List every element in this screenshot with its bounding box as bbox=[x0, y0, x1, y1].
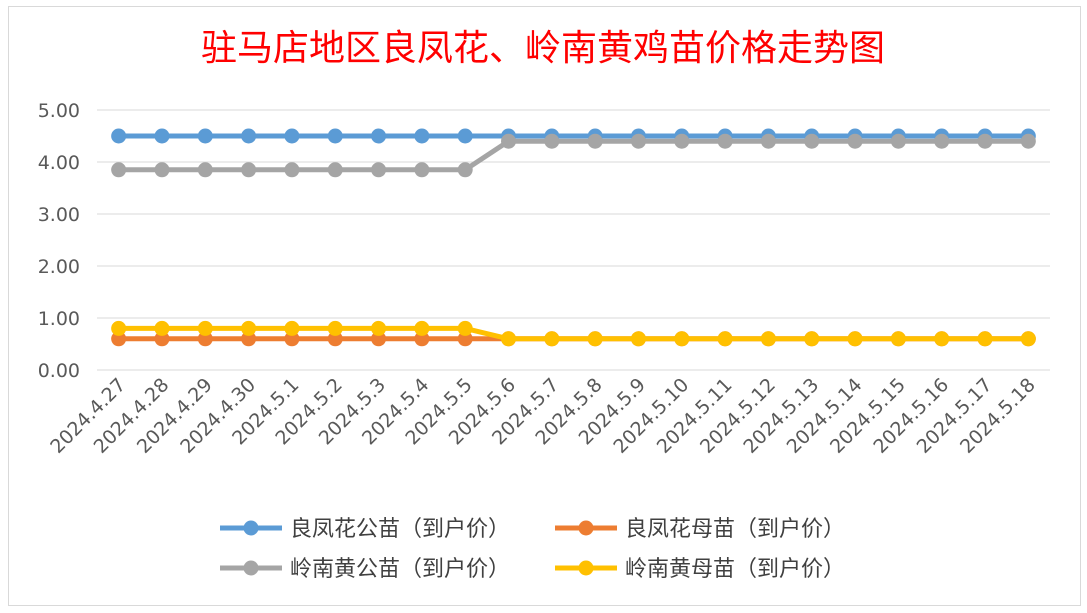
data-point bbox=[544, 331, 560, 347]
data-point bbox=[847, 331, 863, 347]
data-point bbox=[674, 331, 690, 347]
data-point bbox=[890, 331, 906, 347]
data-point bbox=[414, 320, 430, 336]
y-axis-labels: 0.00 1.00 2.00 3.00 4.00 5.00 bbox=[38, 100, 80, 382]
data-point bbox=[414, 162, 430, 178]
data-point bbox=[630, 331, 646, 347]
y-tick-label: 2.00 bbox=[38, 256, 80, 278]
data-point bbox=[457, 331, 473, 347]
gridlines bbox=[97, 109, 1050, 371]
data-point bbox=[197, 128, 213, 144]
data-point bbox=[934, 331, 950, 347]
data-point bbox=[717, 133, 733, 149]
legend-marker bbox=[243, 520, 259, 536]
legend-label: 岭南黄母苗（到户价） bbox=[625, 557, 845, 582]
y-tick-label: 0.00 bbox=[38, 360, 80, 382]
data-point bbox=[154, 162, 170, 178]
data-point bbox=[804, 133, 820, 149]
data-point bbox=[760, 331, 776, 347]
legend-label: 良凤花母苗（到户价） bbox=[625, 517, 845, 542]
data-point bbox=[414, 128, 430, 144]
data-point bbox=[544, 133, 560, 149]
legend-item: 岭南黄母苗（到户价） bbox=[555, 557, 845, 582]
data-point bbox=[327, 320, 343, 336]
data-point bbox=[284, 331, 300, 347]
legend: 良凤花公苗（到户价） 良凤花母苗（到户价） 岭南黄公苗（到户价） 岭南黄母苗（到户价） bbox=[220, 517, 845, 582]
series-1 bbox=[111, 128, 1036, 144]
data-point bbox=[284, 162, 300, 178]
data-point bbox=[197, 162, 213, 178]
data-point bbox=[241, 331, 257, 347]
data-point bbox=[587, 331, 603, 347]
series-layer bbox=[111, 128, 1036, 347]
legend-marker bbox=[243, 560, 259, 576]
data-point bbox=[587, 133, 603, 149]
data-point bbox=[977, 133, 993, 149]
legend-label: 良凤花公苗（到户价） bbox=[290, 517, 510, 542]
legend-item: 良凤花公苗（到户价） bbox=[220, 517, 510, 542]
data-point bbox=[457, 162, 473, 178]
chart-title: 驻马店地区良凤花、岭南黄鸡苗价格走势图 bbox=[201, 28, 885, 69]
data-point bbox=[414, 331, 430, 347]
data-point bbox=[197, 320, 213, 336]
data-point bbox=[760, 133, 776, 149]
series-line bbox=[118, 138, 1029, 173]
data-point bbox=[1020, 331, 1036, 347]
data-point bbox=[674, 133, 690, 149]
legend-label: 岭南黄公苗（到户价） bbox=[290, 557, 510, 582]
data-point bbox=[1020, 133, 1036, 149]
data-point bbox=[241, 128, 257, 144]
data-point bbox=[327, 128, 343, 144]
data-point bbox=[847, 133, 863, 149]
data-point bbox=[197, 331, 213, 347]
data-point bbox=[111, 320, 127, 336]
series-4 bbox=[111, 320, 1036, 347]
data-point bbox=[154, 128, 170, 144]
legend-marker bbox=[578, 560, 594, 576]
data-point bbox=[371, 162, 387, 178]
data-point bbox=[934, 133, 950, 149]
series-line bbox=[118, 325, 1029, 342]
legend-marker bbox=[578, 520, 594, 536]
data-point bbox=[284, 320, 300, 336]
data-point bbox=[371, 128, 387, 144]
data-point bbox=[241, 162, 257, 178]
data-point bbox=[371, 320, 387, 336]
y-tick-label: 3.00 bbox=[38, 204, 80, 226]
legend-item: 岭南黄公苗（到户价） bbox=[220, 557, 510, 582]
legend-item: 良凤花母苗（到户价） bbox=[555, 517, 845, 542]
data-point bbox=[284, 128, 300, 144]
series-3 bbox=[111, 133, 1036, 178]
data-point bbox=[890, 133, 906, 149]
data-point bbox=[804, 331, 820, 347]
data-point bbox=[154, 320, 170, 336]
data-point bbox=[154, 331, 170, 347]
data-point bbox=[111, 331, 127, 347]
data-point bbox=[501, 133, 517, 149]
data-point bbox=[630, 133, 646, 149]
data-point bbox=[111, 162, 127, 178]
y-tick-label: 5.00 bbox=[38, 100, 80, 122]
y-tick-label: 1.00 bbox=[38, 308, 80, 330]
data-point bbox=[111, 128, 127, 144]
data-point bbox=[717, 331, 733, 347]
data-point bbox=[457, 128, 473, 144]
data-point bbox=[457, 320, 473, 336]
x-axis-labels: 2024.4.272024.4.282024.4.292024.4.302024… bbox=[46, 374, 1040, 458]
data-point bbox=[371, 331, 387, 347]
data-point bbox=[327, 162, 343, 178]
y-tick-label: 4.00 bbox=[38, 152, 80, 174]
data-point bbox=[327, 331, 343, 347]
chart-frame bbox=[8, 6, 1081, 606]
data-point bbox=[241, 320, 257, 336]
data-point bbox=[501, 331, 517, 347]
data-point bbox=[977, 331, 993, 347]
